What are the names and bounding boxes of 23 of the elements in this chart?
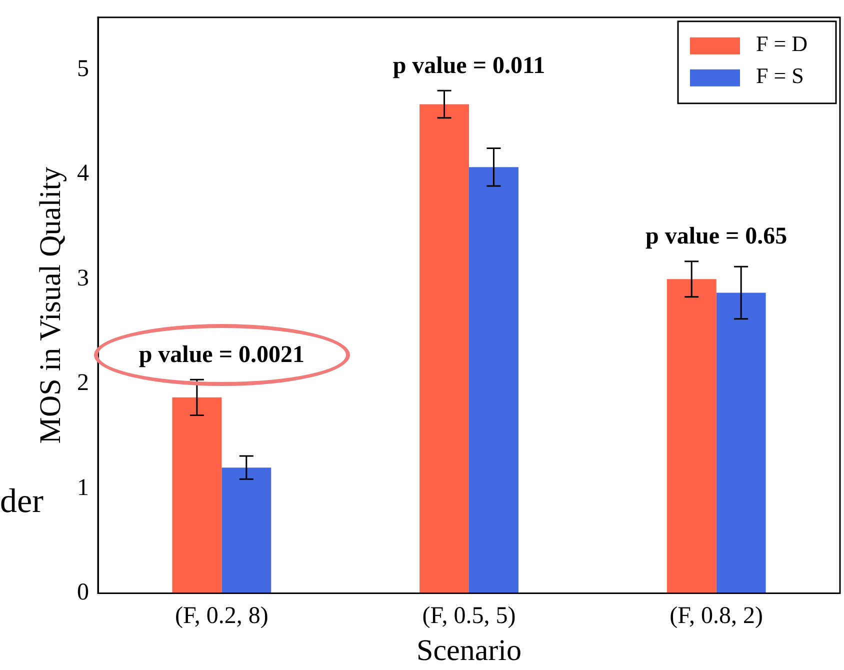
legend-label: F = S <box>756 63 804 88</box>
x-axis-title: Scenario <box>416 634 522 667</box>
y-tick-label: 5 <box>77 56 89 82</box>
y-axis-title: MOS in Visual Quality <box>34 166 67 444</box>
bar <box>716 292 766 594</box>
bar <box>420 104 469 594</box>
y-tick-label: 4 <box>77 160 89 187</box>
text: der <box>0 483 44 522</box>
annotation: p value = 0.0021 <box>138 342 305 368</box>
bar <box>222 468 272 594</box>
bar <box>666 279 716 594</box>
x-tick-label: (F, 0.5, 5) <box>422 602 516 629</box>
annotation: p value = 0.011 <box>392 52 546 79</box>
y-tick-label: 1 <box>77 474 89 501</box>
bar <box>172 397 222 594</box>
y-tick-label: 2 <box>77 370 89 396</box>
x-tick-label: (F, 0.2, 8) <box>174 602 268 629</box>
y-tick-label: 3 <box>77 265 89 292</box>
y-tick-label: 0 <box>77 579 89 606</box>
legend-label: F = D <box>756 31 808 56</box>
bar <box>469 167 518 594</box>
x-tick-label: (F, 0.8, 2) <box>670 602 764 629</box>
annotation: p value = 0.65 <box>645 224 788 250</box>
